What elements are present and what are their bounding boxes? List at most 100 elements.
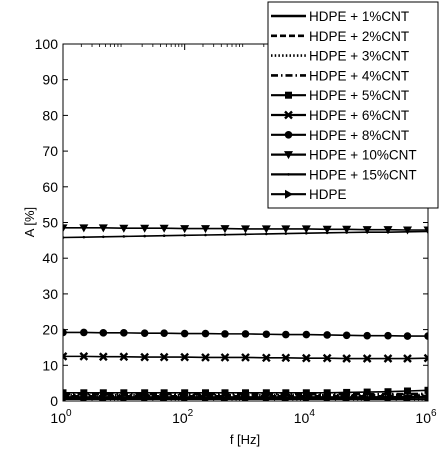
- legend-marker-10: [285, 189, 293, 199]
- data-point-10-10: [242, 394, 250, 401]
- data-point-7-1: [63, 328, 67, 337]
- data-point-9-6: [162, 234, 166, 238]
- data-point-5-16: [363, 388, 371, 396]
- data-point-5-17: [384, 388, 392, 396]
- data-point-7-3: [99, 329, 108, 337]
- y-axis-label: A [%]: [22, 207, 37, 237]
- data-point-5-1: [63, 389, 67, 397]
- y-tick-label: 70: [42, 143, 58, 159]
- data-point-10-17: [384, 394, 393, 401]
- data-point-5-5: [141, 389, 149, 397]
- data-point-6-11: [261, 353, 271, 363]
- data-point-9-17: [386, 230, 390, 234]
- data-point-6-12: [281, 353, 291, 363]
- data-point-7-2: [80, 328, 88, 337]
- series-6: [63, 352, 428, 363]
- data-point-8-15: [342, 225, 352, 234]
- data-point-6-4: [119, 352, 129, 362]
- data-point-7-16: [363, 331, 371, 340]
- data-point-10-1: [63, 396, 68, 401]
- data-point-5-11: [262, 389, 270, 397]
- data-point-7-17: [384, 331, 392, 340]
- legend-label-5: HDPE + 5%CNT: [309, 88, 409, 103]
- legend-marker-7: [284, 131, 293, 139]
- data-point-5-10: [242, 389, 249, 397]
- y-tick-label: 30: [42, 286, 58, 302]
- x-tick-label: 100: [50, 408, 72, 426]
- data-point-9-5: [143, 234, 146, 238]
- data-point-6-9: [220, 353, 230, 362]
- data-point-8-3: [98, 224, 108, 233]
- data-point-6-19: [423, 353, 428, 363]
- data-point-6-1: [63, 352, 68, 361]
- series-8: [63, 224, 428, 235]
- data-point-8-11: [261, 225, 271, 234]
- data-point-9-16: [365, 230, 369, 234]
- data-point-6-14: [322, 353, 332, 363]
- legend-item-8: HDPE + 10%CNT: [271, 148, 417, 163]
- data-point-6-17: [383, 354, 393, 363]
- data-point-10-4: [120, 394, 129, 401]
- x-axis-label: f [Hz]: [230, 432, 260, 447]
- data-point-7-7: [180, 329, 189, 338]
- data-point-10-2: [80, 394, 89, 401]
- data-point-9-18: [406, 230, 409, 234]
- legend-item-3: HDPE + 3%CNT: [271, 49, 409, 64]
- legend-item-2: HDPE + 2%CNT: [271, 29, 409, 44]
- data-point-9-15: [345, 231, 348, 234]
- data-point-8-4: [119, 224, 129, 233]
- data-point-7-8: [201, 329, 210, 338]
- legend-item-7: HDPE + 8%CNT: [271, 128, 409, 143]
- data-point-10-7: [181, 394, 190, 401]
- data-point-6-15: [342, 354, 351, 363]
- data-point-5-18: [403, 387, 411, 395]
- data-point-8-8: [200, 225, 210, 234]
- data-point-9-4: [122, 235, 126, 238]
- data-point-5-9: [221, 389, 229, 397]
- data-point-6-18: [403, 354, 412, 363]
- y-tick-label: 90: [42, 72, 58, 88]
- series-9: [63, 230, 428, 239]
- legend-item-9: HDPE + 15%CNT: [271, 167, 417, 182]
- data-point-8-10: [241, 225, 250, 234]
- legend-label-2: HDPE + 2%CNT: [309, 29, 409, 44]
- y-tick-label: 10: [42, 357, 58, 373]
- data-point-7-19: [424, 332, 428, 340]
- data-point-10-5: [141, 394, 150, 401]
- legend-label-8: HDPE + 10%CNT: [309, 148, 417, 163]
- data-point-7-4: [120, 329, 128, 337]
- data-point-6-16: [362, 354, 372, 363]
- legend-marker-9: [287, 173, 290, 176]
- data-point-8-9: [220, 225, 230, 234]
- data-point-9-9: [223, 233, 227, 236]
- series-7: [63, 328, 428, 340]
- legend-label-3: HDPE + 3%CNT: [309, 49, 409, 64]
- y-axis-ticks: 0 10 20 30 40 50 60 70 80 90 100: [35, 36, 428, 409]
- data-point-5-12: [282, 389, 290, 397]
- data-point-5-2: [80, 389, 88, 397]
- legend-label-4: HDPE + 4%CNT: [309, 68, 409, 83]
- data-point-10-14: [323, 394, 332, 401]
- data-point-6-7: [180, 352, 190, 362]
- data-point-8-12: [281, 225, 291, 234]
- data-point-9-14: [325, 231, 329, 235]
- data-point-6-5: [140, 352, 150, 362]
- data-point-5-3: [99, 389, 107, 397]
- data-point-10-11: [262, 394, 271, 401]
- data-point-5-7: [181, 389, 189, 397]
- data-point-10-16: [363, 394, 372, 401]
- x-tick-label: 106: [415, 408, 437, 426]
- data-point-5-19: [424, 386, 428, 394]
- legend-marker-6: [284, 110, 293, 120]
- y-tick-label: 60: [42, 179, 58, 195]
- data-point-8-16: [362, 226, 372, 235]
- data-point-5-6: [160, 389, 168, 397]
- data-point-7-9: [221, 330, 229, 338]
- data-point-6-10: [241, 353, 250, 362]
- data-point-6-3: [98, 352, 108, 362]
- data-point-8-13: [301, 225, 311, 234]
- x-tick-label: 102: [172, 408, 194, 426]
- data-point-6-8: [201, 353, 210, 362]
- data-point-7-5: [140, 329, 149, 337]
- data-point-7-12: [282, 330, 290, 339]
